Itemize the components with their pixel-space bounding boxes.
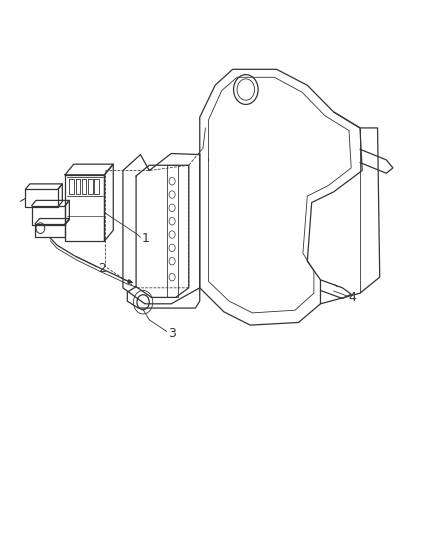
Text: 1: 1 xyxy=(141,232,149,245)
Text: 2: 2 xyxy=(98,262,106,274)
Text: 4: 4 xyxy=(347,291,355,304)
Text: 3: 3 xyxy=(168,327,176,340)
